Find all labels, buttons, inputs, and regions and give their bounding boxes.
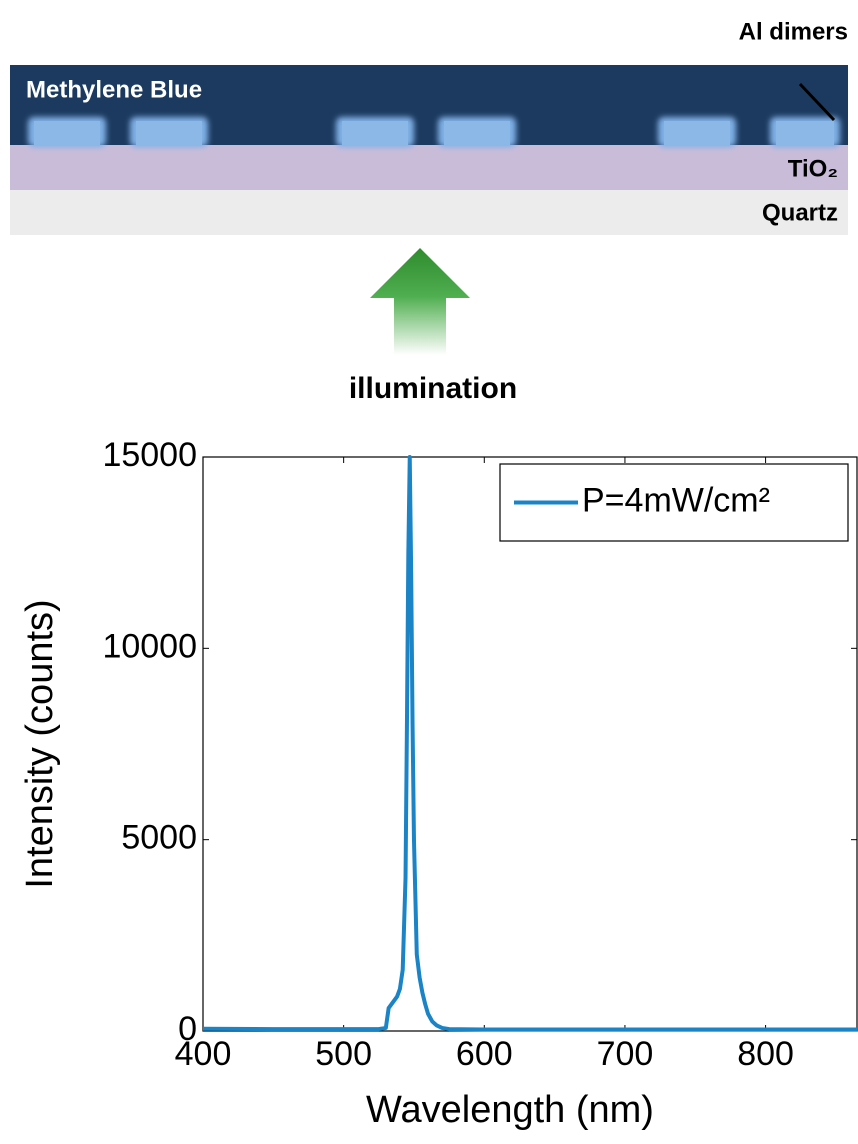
x-axis-label: Wavelength (nm) <box>366 1089 654 1131</box>
device-diagram: Al dimers Methylene Blue TiO₂ Quartz ill… <box>10 18 848 405</box>
y-tick-label: 10000 <box>102 627 197 665</box>
x-tick-label: 700 <box>597 1035 654 1073</box>
legend-label: P=4mW/cm² <box>582 481 770 519</box>
dye-label: Methylene Blue <box>26 76 202 103</box>
x-tick-label: 600 <box>456 1035 513 1073</box>
light-label: illumination <box>349 372 517 405</box>
light-arrow <box>370 248 470 355</box>
y-tick-label: 15000 <box>102 436 197 474</box>
tio2-layer <box>10 145 848 190</box>
x-tick-label: 400 <box>175 1035 232 1073</box>
y-tick-label: 5000 <box>121 819 197 857</box>
plot-frame <box>203 457 857 1031</box>
series-line <box>203 457 857 1029</box>
quartz-layer <box>10 190 848 235</box>
figure: Al dimers Methylene Blue TiO₂ Quartz ill… <box>0 0 858 1139</box>
page: {"diagram": {"dimer_label": "Al dimers",… <box>0 0 858 1139</box>
tio2-label: TiO₂ <box>788 155 838 182</box>
y-axis-label: Intensity (counts) <box>19 599 61 888</box>
x-tick-label: 800 <box>737 1035 794 1073</box>
dimer-label: Al dimers <box>739 18 848 45</box>
quartz-label: Quartz <box>762 199 838 226</box>
x-tick-label: 500 <box>315 1035 372 1073</box>
